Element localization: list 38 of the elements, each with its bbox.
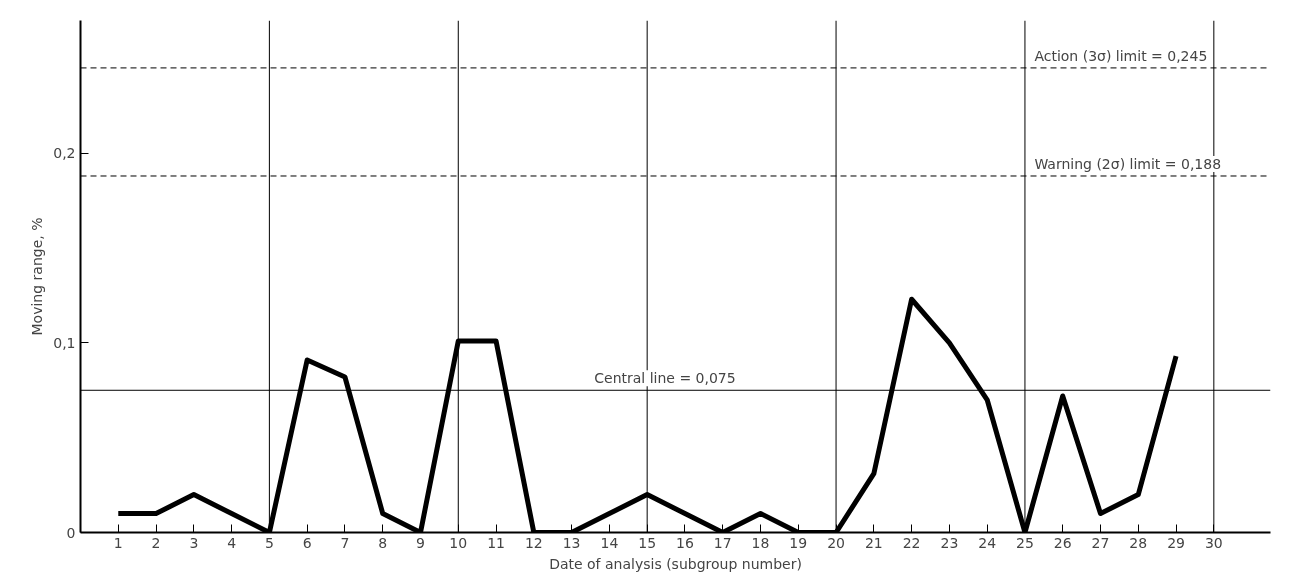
x-tick-label: 30 [1204, 534, 1223, 551]
x-tick-label: 12 [524, 534, 543, 551]
x-tick-label: 6 [302, 534, 312, 551]
x-tick-label: 2 [151, 534, 161, 551]
x-axis-title: Date of analysis (subgroup number) [549, 555, 802, 572]
x-tick-label: 16 [676, 534, 694, 551]
y-tick-label: 0,2 [53, 145, 76, 162]
y-axis-title: Moving range, % [29, 217, 46, 336]
ref-line-label: Action (3σ) limit = 0,245 [1034, 47, 1208, 64]
x-tick-label: 4 [227, 534, 237, 551]
x-tick-label: 1 [113, 534, 123, 551]
x-tick-label: 9 [416, 534, 425, 551]
x-tick-label: 22 [902, 534, 921, 551]
x-tick-label: 24 [978, 534, 997, 551]
ref-line-label: Central line = 0,075 [594, 370, 736, 387]
x-tick-label: 11 [487, 534, 505, 551]
x-tick-label: 3 [189, 534, 199, 551]
x-tick-label: 17 [713, 534, 732, 551]
y-tick-label: 0,1 [53, 334, 76, 351]
y-tick-label: 0 [66, 524, 76, 541]
x-tick-label: 10 [449, 534, 468, 551]
x-tick-label: 29 [1167, 534, 1185, 551]
x-tick-label: 5 [264, 534, 274, 551]
x-tick-label: 25 [1016, 534, 1034, 551]
x-tick-label: 23 [940, 534, 959, 551]
x-tick-label: 7 [340, 534, 350, 551]
x-tick-label: 14 [600, 534, 619, 551]
x-tick-label: 27 [1091, 534, 1110, 551]
x-tick-label: 21 [864, 534, 883, 551]
x-tick-label: 13 [562, 534, 581, 551]
x-tick-label: 18 [751, 534, 770, 551]
x-tick-label: 8 [378, 534, 388, 551]
x-tick-label: 19 [789, 534, 808, 551]
x-tick-label: 15 [638, 534, 657, 551]
x-tick-label: 26 [1053, 534, 1072, 551]
ref-line-label: Warning (2σ) limit = 0,188 [1034, 156, 1222, 172]
x-tick-label: 20 [827, 534, 845, 551]
x-tick-label: 28 [1129, 534, 1148, 551]
